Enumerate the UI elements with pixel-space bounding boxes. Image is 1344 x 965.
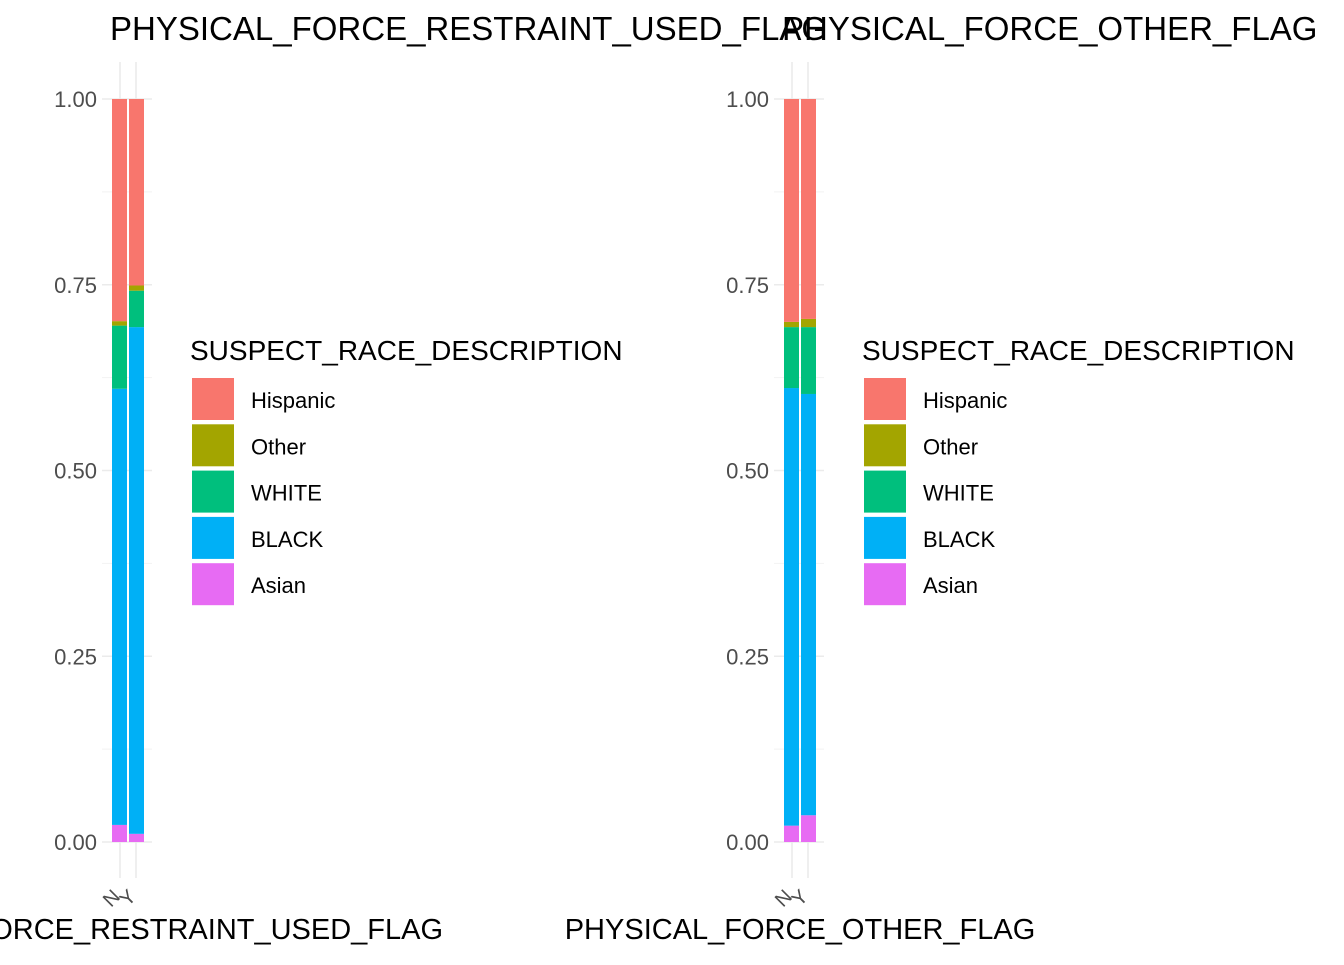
chart-title: PHYSICAL_FORCE_RESTRAINT_USED_FLAG xyxy=(110,10,827,47)
y-tick-label: 0.25 xyxy=(54,644,97,669)
bar-segment-hispanic-y xyxy=(129,99,144,286)
legend-key-hispanic xyxy=(864,378,906,420)
bar-segment-black-y xyxy=(129,327,144,834)
legend: SUSPECT_RACE_DESCRIPTION Hispanic Other WHI… xyxy=(190,335,623,606)
bar-segment-white-y xyxy=(129,290,144,328)
legend: SUSPECT_RACE_DESCRIPTION Hispanic Other WHI… xyxy=(862,335,1295,606)
legend-key-white xyxy=(192,470,234,513)
y-tick-label: 0.00 xyxy=(54,830,97,855)
bars xyxy=(112,99,144,842)
bar-segment-white-y xyxy=(801,327,816,394)
y-tick-label: 0.00 xyxy=(726,830,769,855)
bar-segment-black-y xyxy=(801,393,816,816)
legend-title: SUSPECT_RACE_DESCRIPTION xyxy=(862,335,1295,366)
x-axis-ticks: NY xyxy=(771,886,813,912)
chart-panel-restraint-used: 0.000.250.500.751.00NYPHYSICAL_FORCE_RES… xyxy=(0,10,827,946)
legend-title: SUSPECT_RACE_DESCRIPTION xyxy=(190,335,623,366)
y-tick-label: 0.75 xyxy=(54,273,97,298)
bar-segment-other-y xyxy=(801,318,816,328)
bar-segment-asian-y xyxy=(801,815,816,842)
bar-segment-black-n xyxy=(784,388,799,826)
x-axis-ticks: NY xyxy=(99,886,141,912)
legend-label-asian: Asian xyxy=(923,573,978,598)
bar-segment-asian-n xyxy=(112,824,127,842)
legend-label-white: WHITE xyxy=(251,481,322,506)
legend-label-other: Other xyxy=(251,434,306,459)
legend-key-asian xyxy=(864,563,906,606)
x-axis-title: PHYSICAL_FORCE_OTHER_FLAG xyxy=(565,914,1036,946)
y-tick-label: 1.00 xyxy=(726,87,769,112)
bar-segment-asian-n xyxy=(784,825,799,842)
legend-label-white: WHITE xyxy=(923,481,994,506)
y-tick-label: 0.75 xyxy=(726,273,769,298)
legend-key-asian xyxy=(192,563,234,606)
y-axis-ticks: 0.00 0.25 0.50 0.75 1.00 xyxy=(726,87,769,855)
legend-label-black: BLACK xyxy=(251,527,323,552)
bar-segment-asian-y xyxy=(129,833,144,842)
legend-label-hispanic: Hispanic xyxy=(923,388,1007,413)
bar-segment-black-n xyxy=(112,388,127,825)
y-tick-label: 0.25 xyxy=(726,644,769,669)
legend-label-other: Other xyxy=(923,434,978,459)
legend-key-other xyxy=(864,424,906,467)
x-axis-title: PHYSICAL_FORCE_RESTRAINT_USED_FLAG xyxy=(0,914,443,946)
bar-segment-hispanic-n xyxy=(112,99,127,322)
y-tick-label: 0.50 xyxy=(54,459,97,484)
y-axis-ticks: 0.00 0.25 0.50 0.75 1.00 xyxy=(54,87,97,855)
bar-segment-other-n xyxy=(784,321,799,328)
x-tick-label: Y xyxy=(788,886,813,911)
y-tick-label: 1.00 xyxy=(54,87,97,112)
bar-segment-other-n xyxy=(112,321,127,326)
chart-title: PHYSICAL_FORCE_OTHER_FLAG xyxy=(782,10,1317,47)
legend-key-black xyxy=(192,516,234,559)
legend-key-black xyxy=(864,516,906,559)
legend-key-white xyxy=(864,470,906,513)
bars xyxy=(784,99,816,842)
legend-label-asian: Asian xyxy=(251,573,306,598)
legend-label-hispanic: Hispanic xyxy=(251,388,335,413)
bar-segment-other-y xyxy=(129,285,144,291)
bar-segment-white-n xyxy=(112,325,127,389)
legend-label-black: BLACK xyxy=(923,527,995,552)
bar-segment-hispanic-y xyxy=(801,99,816,319)
bar-segment-white-n xyxy=(784,327,799,389)
x-tick-label: Y xyxy=(116,886,141,911)
bar-segment-hispanic-n xyxy=(784,99,799,322)
legend-key-other xyxy=(192,424,234,467)
legend-key-hispanic xyxy=(192,378,234,420)
y-tick-label: 0.50 xyxy=(726,459,769,484)
chart-panel-other-flag: 0.000.250.500.751.00NYPHYSICAL_FORCE_OTH… xyxy=(565,10,1318,946)
